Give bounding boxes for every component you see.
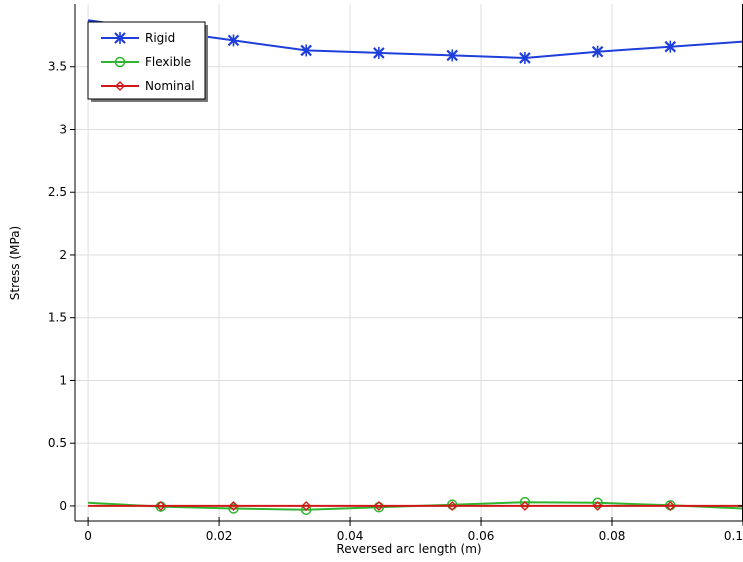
x-tick-label: 0.08	[599, 529, 626, 543]
data-point-rigid	[300, 44, 312, 57]
x-tick-label: 0.06	[468, 529, 495, 543]
data-point-flexible	[228, 503, 239, 514]
data-point-rigid	[446, 49, 459, 62]
legend-label: Rigid	[145, 31, 175, 45]
x-tick-label: 0.02	[206, 529, 233, 543]
data-point-rigid	[373, 46, 385, 59]
y-tick-label: 1	[59, 373, 67, 387]
x-axis-ticks: 0 0.02 0.04 0.06 0.08 0.1	[84, 517, 743, 543]
legend-item-nominal: Nominal	[101, 79, 195, 93]
legend-label: Nominal	[145, 79, 195, 93]
data-point-nominal	[373, 500, 384, 511]
data-point-nominal	[228, 500, 239, 511]
legend-label: Flexible	[145, 55, 191, 69]
data-point-rigid	[664, 40, 677, 53]
y-axis-ticks: 0 0.5 1 1.5 2 2.5 3 3.5	[48, 60, 743, 513]
x-axis-label: Reversed arc length (m)	[336, 542, 481, 556]
y-tick-label: 2.5	[48, 185, 67, 199]
data-point-nominal	[592, 500, 603, 511]
x-tick-label: 0.1	[724, 529, 743, 543]
y-tick-label: 3	[59, 122, 67, 136]
data-point-nominal	[447, 500, 458, 511]
grid-lines	[75, 4, 743, 521]
x-tick-label: 0.04	[337, 529, 364, 543]
legend-item-flexible: Flexible	[101, 55, 191, 69]
y-axis-label: Stress (MPa)	[8, 226, 22, 300]
data-point-nominal	[301, 500, 312, 511]
legend-marker	[115, 81, 125, 91]
y-tick-label: 1.5	[48, 311, 67, 325]
data-point-nominal	[519, 500, 530, 511]
legend-marker	[114, 32, 126, 44]
data-point-nominal	[665, 500, 676, 511]
data-point-flexible	[592, 497, 603, 509]
legend: Rigid Flexible Nominal	[87, 21, 208, 102]
legend-item-rigid: Rigid	[101, 31, 175, 45]
y-tick-label: 0.5	[48, 436, 67, 450]
data-point-rigid	[519, 51, 531, 64]
x-tick-label: 0	[84, 529, 92, 543]
data-point-rigid	[227, 34, 240, 47]
y-tick-label: 2	[59, 248, 67, 262]
y-tick-label: 3.5	[48, 60, 67, 74]
y-tick-label: 0	[59, 499, 67, 513]
data-point-rigid	[591, 45, 604, 58]
series-nominal	[88, 500, 743, 511]
legend-marker	[114, 56, 126, 68]
data-point-nominal	[155, 500, 166, 511]
